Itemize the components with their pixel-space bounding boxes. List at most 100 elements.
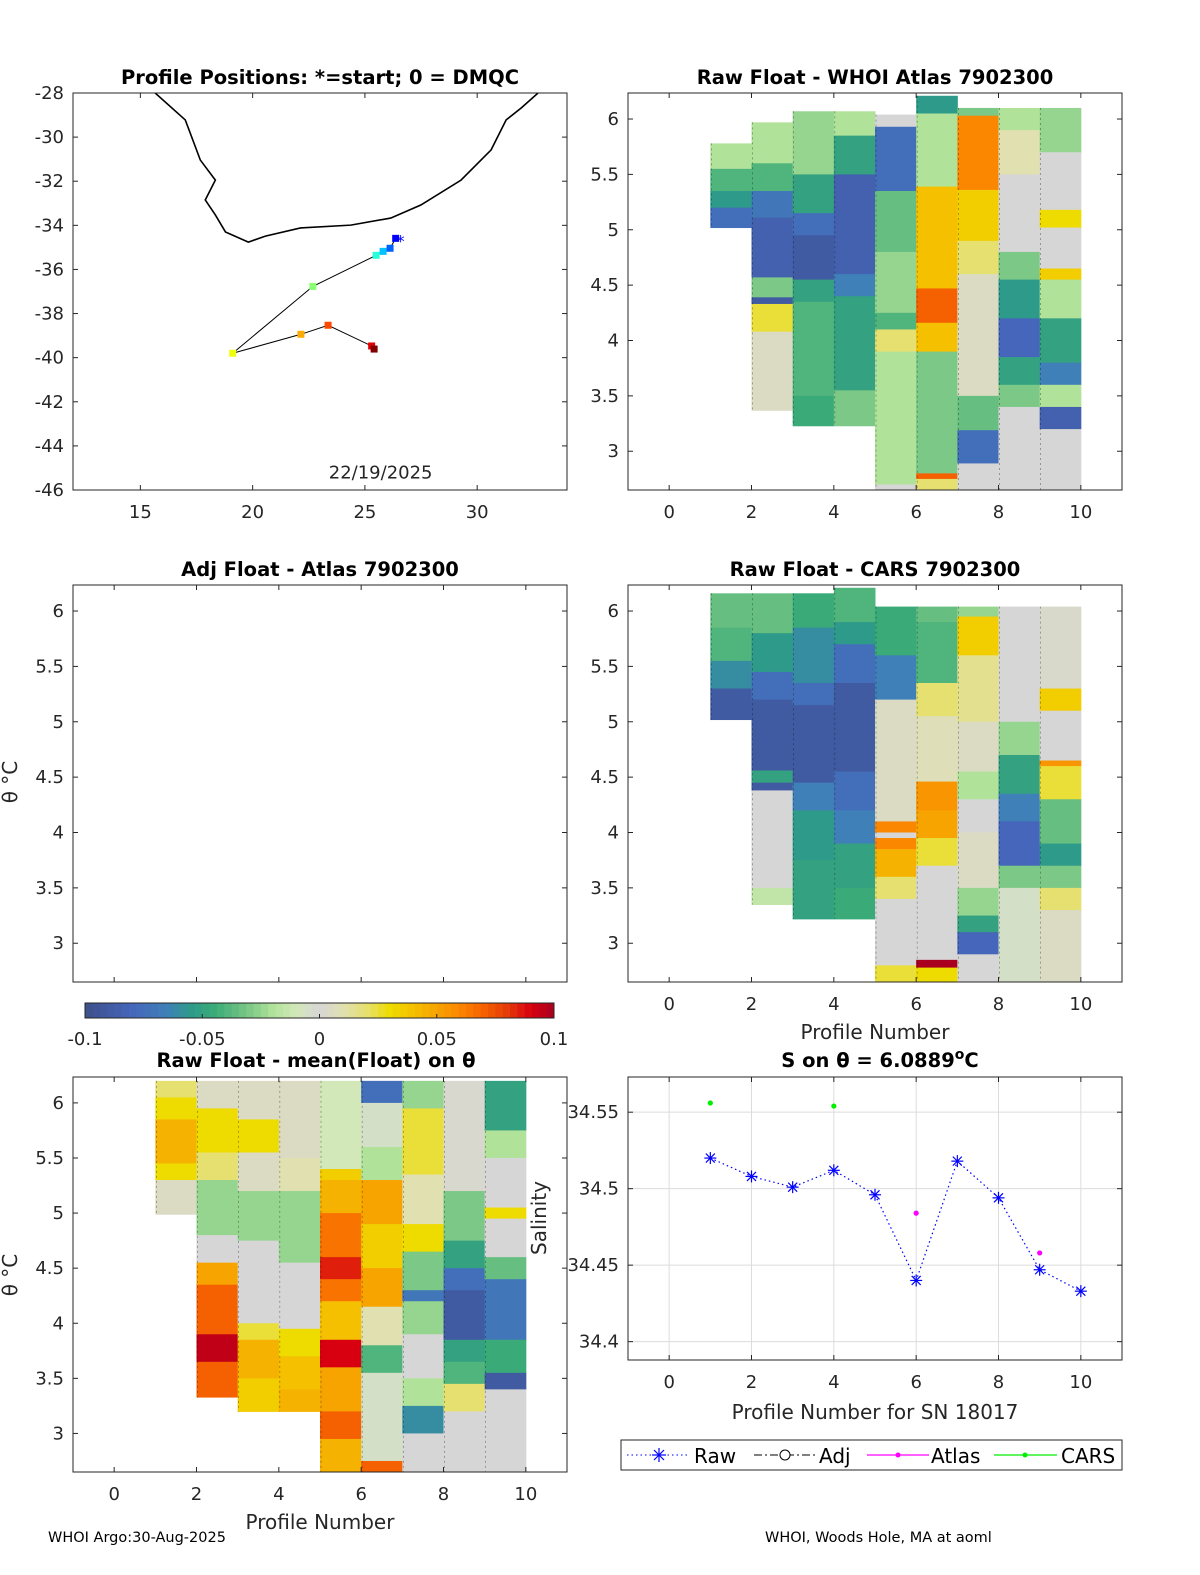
mean-diff-heatmap-cell (278, 1389, 321, 1412)
colorbar-segment (290, 1003, 299, 1018)
raw-data-point (745, 1170, 758, 1183)
colorbar-segment (466, 1003, 474, 1018)
mean-diff-ytick-label: 5 (53, 1203, 64, 1224)
colorbar-segment (334, 1003, 342, 1018)
atlas-diff-heatmap-cell (957, 463, 999, 490)
atlas-diff-axes-box (627, 92, 1123, 491)
atlas-diff-heatmap-cell (1039, 227, 1082, 270)
atlas-diff-heatmap-cell (1039, 318, 1082, 364)
atlas-diff-heatmap-cell (1039, 384, 1082, 408)
cars-diff-heatmap-cell (833, 843, 876, 889)
atlas-diff-heatmap-cell (751, 331, 794, 411)
mean-diff-heatmap-cell (443, 1268, 486, 1291)
asterisk-stroke (911, 1275, 922, 1286)
cars-diff-heatmap-cell (792, 705, 835, 784)
atlas-diff-heatmap-cell (875, 114, 917, 128)
cars-diff-heatmap-cell (751, 699, 794, 771)
mean-diff-heatmap-cell (361, 1372, 403, 1462)
atlas-diff-heatmap-cell (875, 406, 917, 485)
atlas-diff-ytick-label: 3 (608, 441, 619, 462)
cars-diff-heatmap-cell (1039, 843, 1082, 867)
mean-diff-heatmap-cell (196, 1152, 239, 1181)
colorbar-segment (319, 1003, 328, 1018)
mean-diff-heatmap-cell (196, 1080, 239, 1109)
adj-atlas-ytick-label: 6 (53, 601, 64, 622)
atlas-diff-heatmap-cell (1039, 268, 1082, 281)
mean-diff-heatmap-cell (237, 1152, 280, 1192)
cars-diff-heatmap-cell (1039, 688, 1082, 712)
profile-position-marker (370, 345, 378, 353)
cars-diff-heatmap-cell (916, 967, 958, 982)
atlas-diff-heatmap-cell (710, 191, 752, 209)
atlas-diff-heatmap-cell (916, 288, 958, 324)
adj-atlas-ytick-label: 5 (53, 712, 64, 733)
cars-diff-ytick-label: 3.5 (590, 878, 619, 899)
asterisk-stroke (787, 1182, 798, 1193)
cars-diff-heatmap-cell (833, 587, 876, 623)
atlas-diff-xtick-label: 2 (746, 502, 757, 523)
cars-diff-heatmap-cell (710, 593, 752, 629)
mean-diff-heatmap-cell (361, 1180, 403, 1225)
atlas-diff-heatmap-cell (998, 318, 1041, 358)
cars-diff-heatmap-cell (957, 606, 999, 618)
profile-position-marker (379, 247, 387, 255)
atlas-data-point (1037, 1250, 1043, 1256)
colorbar-segment (165, 1003, 174, 1018)
cars-diff-heatmap-cell (957, 616, 999, 656)
cars-diff-heatmap-cell (792, 683, 835, 706)
colorbar-segment (180, 1003, 189, 1018)
atlas-diff-ytick-label: 5.5 (590, 164, 619, 185)
colorbar-segment (495, 1003, 504, 1018)
asterisk-stroke (746, 1171, 757, 1182)
atlas-diff-heatmap-cell (957, 274, 999, 397)
mean-diff-heatmap-cell (196, 1180, 239, 1236)
colorbar-segment (85, 1003, 93, 1018)
colorbar-tick-label: -0.05 (179, 1029, 226, 1050)
mean-diff-heatmap-cell (237, 1119, 280, 1153)
cars-diff-xtick-label: 0 (663, 994, 674, 1015)
adj-ylabel: θ °C (0, 761, 22, 804)
cars-diff-heatmap-cell (1039, 887, 1082, 911)
salinity-xtick-label: 6 (910, 1372, 921, 1393)
cars-diff-heatmap-cell (710, 688, 752, 721)
mean-diff-heatmap-cell (402, 1378, 444, 1407)
mean-diff-heatmap-cell (361, 1080, 403, 1104)
cars-diff-ytick-label: 3 (608, 933, 619, 954)
map-xtick-label: 15 (129, 502, 152, 523)
cars-diff-heatmap-cell (833, 771, 876, 811)
colorbar-tick-label: -0.1 (67, 1029, 102, 1050)
colorbar-segment (436, 1003, 445, 1018)
cars-diff-heatmap-cell (1039, 760, 1082, 767)
atlas-diff-heatmap-cell (1039, 279, 1082, 319)
colorbar-segment (517, 1003, 526, 1018)
colorbar-segment (187, 1003, 196, 1018)
mean-diff-heatmap-cell (402, 1174, 444, 1225)
mean-diff-heatmap-cell (320, 1339, 362, 1368)
colorbar-segment (429, 1003, 438, 1018)
mean-diff-heatmap-cell (320, 1169, 362, 1181)
atlas-diff-heatmap-cell (875, 126, 917, 192)
mean-ylabel: θ °C (0, 1254, 22, 1297)
cars-diff-ytick-label: 5 (608, 712, 619, 733)
atlas-diff-heatmap-cell (998, 174, 1041, 253)
salinity-xtick-label: 8 (993, 1372, 1004, 1393)
colorbar-segment (282, 1003, 291, 1018)
atlas-diff-heatmap-cell (833, 111, 876, 137)
mean-diff-heatmap-cell (484, 1080, 527, 1131)
salinity-xlabel: Profile Number for SN 18017 (732, 1400, 1019, 1424)
colorbar-segment (392, 1003, 401, 1018)
mean-diff-heatmap-cell (320, 1438, 362, 1472)
cars-diff-xtick-label: 10 (1069, 994, 1092, 1015)
start-marker: * (397, 231, 405, 250)
colorbar-segment (297, 1003, 306, 1018)
colorbar-segment (128, 1003, 137, 1018)
mean-diff-xtick-label: 6 (355, 1484, 366, 1505)
mean-diff-heatmap-cell (320, 1301, 362, 1341)
cars-diff-heatmap-cell (957, 932, 999, 955)
salinity-xtick-label: 4 (828, 1372, 839, 1393)
atlas-diff-heatmap-cell (1039, 362, 1082, 386)
salinity-ytick-label: 34.4 (579, 1332, 619, 1353)
atlas-diff-heatmap-cell (792, 174, 835, 214)
atlas-diff-heatmap-cell (998, 279, 1041, 319)
mean-diff-heatmap-cell (443, 1339, 486, 1363)
